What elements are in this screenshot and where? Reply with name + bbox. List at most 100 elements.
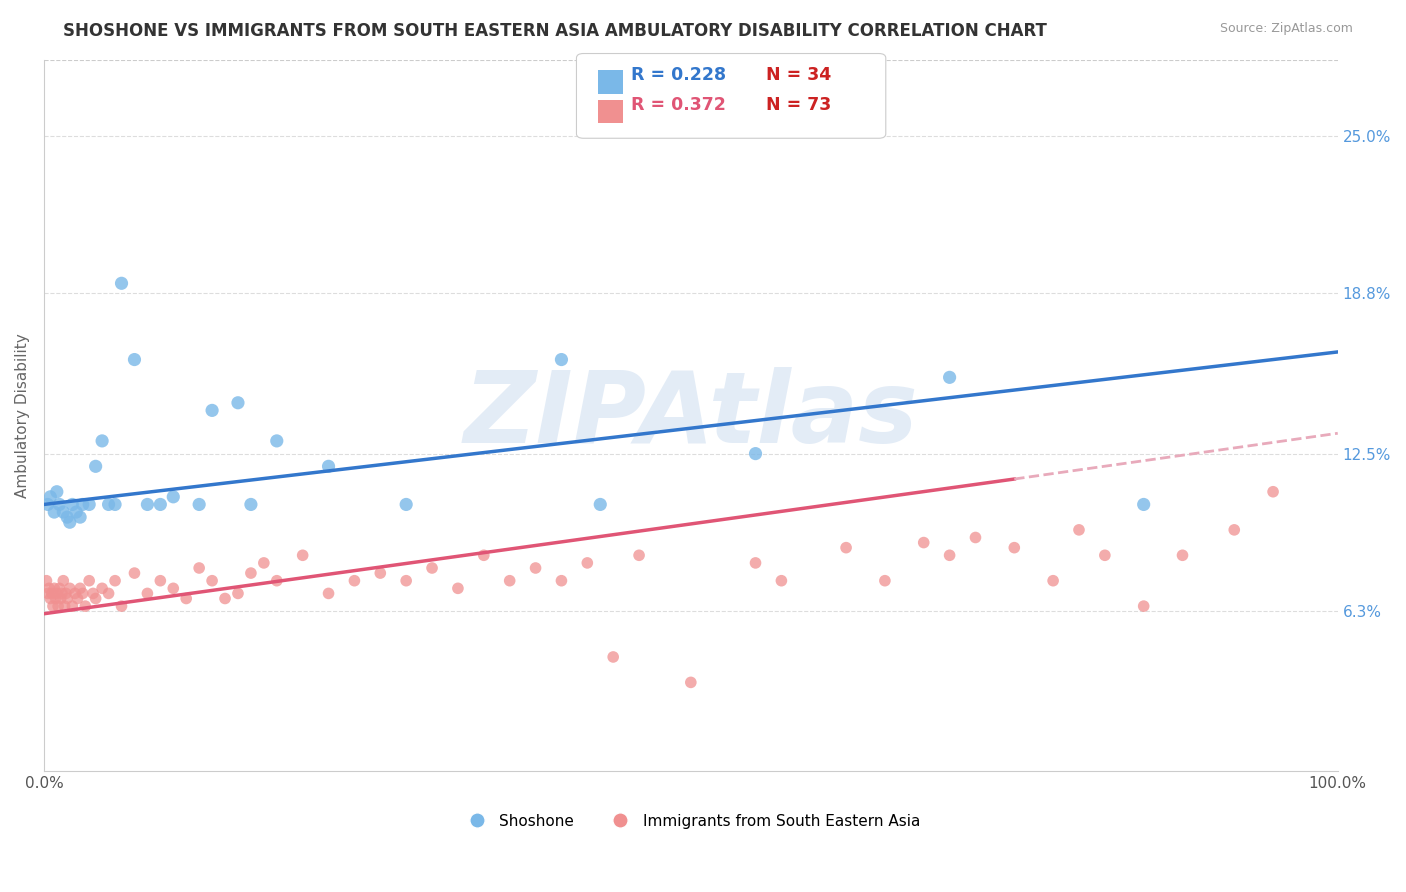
Text: SHOSHONE VS IMMIGRANTS FROM SOUTH EASTERN ASIA AMBULATORY DISABILITY CORRELATION: SHOSHONE VS IMMIGRANTS FROM SOUTH EASTER… bbox=[63, 22, 1047, 40]
Point bbox=[124, 566, 146, 580]
Point bbox=[44, 591, 66, 606]
Point bbox=[55, 586, 77, 600]
Point bbox=[420, 561, 443, 575]
Point bbox=[84, 591, 107, 606]
Point bbox=[49, 591, 72, 606]
Point bbox=[91, 434, 114, 448]
Point bbox=[136, 498, 159, 512]
Point bbox=[291, 549, 314, 563]
Point bbox=[602, 650, 624, 665]
Point bbox=[69, 510, 91, 524]
Point bbox=[77, 498, 100, 512]
Point bbox=[226, 586, 249, 600]
Point bbox=[395, 498, 418, 512]
Y-axis label: Ambulatory Disability: Ambulatory Disability bbox=[15, 333, 30, 498]
Point bbox=[201, 403, 224, 417]
Point bbox=[84, 459, 107, 474]
Point bbox=[1132, 599, 1154, 614]
Point bbox=[52, 505, 75, 519]
Point bbox=[52, 574, 75, 588]
Point bbox=[524, 561, 547, 575]
Point bbox=[965, 531, 987, 545]
Point bbox=[576, 556, 599, 570]
Point bbox=[51, 586, 73, 600]
Point bbox=[82, 586, 104, 600]
Point bbox=[149, 498, 172, 512]
Point bbox=[1261, 484, 1284, 499]
Point bbox=[60, 599, 83, 614]
Point bbox=[37, 586, 59, 600]
Point bbox=[1002, 541, 1025, 555]
Point bbox=[628, 549, 651, 563]
Text: ZIPAtlas: ZIPAtlas bbox=[464, 367, 918, 464]
Point bbox=[1132, 498, 1154, 512]
Point bbox=[550, 574, 572, 588]
Legend: Shoshone, Immigrants from South Eastern Asia: Shoshone, Immigrants from South Eastern … bbox=[456, 807, 927, 835]
Point bbox=[110, 277, 132, 291]
Text: Source: ZipAtlas.com: Source: ZipAtlas.com bbox=[1219, 22, 1353, 36]
Point bbox=[343, 574, 366, 588]
Point bbox=[56, 510, 79, 524]
Point bbox=[65, 505, 87, 519]
Point bbox=[56, 591, 79, 606]
Point bbox=[550, 352, 572, 367]
Point bbox=[48, 582, 70, 596]
Point bbox=[72, 498, 94, 512]
Point bbox=[39, 591, 62, 606]
Point bbox=[318, 586, 340, 600]
Point bbox=[42, 599, 65, 614]
Point bbox=[1042, 574, 1064, 588]
Point bbox=[253, 556, 276, 570]
Point bbox=[318, 459, 340, 474]
Point bbox=[744, 447, 766, 461]
Point bbox=[104, 574, 127, 588]
Point bbox=[589, 498, 612, 512]
Point bbox=[1171, 549, 1194, 563]
Point bbox=[1067, 523, 1090, 537]
Point bbox=[35, 574, 58, 588]
Point bbox=[44, 582, 66, 596]
Point bbox=[188, 561, 211, 575]
Point bbox=[162, 582, 184, 596]
Text: R = 0.228: R = 0.228 bbox=[631, 66, 727, 84]
Point bbox=[59, 582, 82, 596]
Point bbox=[37, 498, 59, 512]
Point bbox=[124, 352, 146, 367]
Point bbox=[395, 574, 418, 588]
Point bbox=[368, 566, 391, 580]
Point bbox=[938, 370, 960, 384]
Point bbox=[75, 599, 97, 614]
Point bbox=[44, 505, 66, 519]
Point bbox=[912, 535, 935, 549]
Point bbox=[239, 566, 262, 580]
Text: N = 34: N = 34 bbox=[766, 66, 831, 84]
Text: N = 73: N = 73 bbox=[766, 95, 831, 113]
Point bbox=[239, 498, 262, 512]
Point bbox=[1094, 549, 1116, 563]
Point bbox=[201, 574, 224, 588]
Point bbox=[39, 490, 62, 504]
Point bbox=[499, 574, 522, 588]
Point bbox=[835, 541, 858, 555]
Point bbox=[447, 582, 470, 596]
Point bbox=[48, 498, 70, 512]
Point bbox=[45, 586, 67, 600]
Point bbox=[63, 586, 86, 600]
Point bbox=[266, 574, 288, 588]
Point bbox=[214, 591, 236, 606]
Point bbox=[110, 599, 132, 614]
Point bbox=[873, 574, 896, 588]
Point bbox=[60, 498, 83, 512]
Point bbox=[136, 586, 159, 600]
Point bbox=[472, 549, 495, 563]
Point bbox=[938, 549, 960, 563]
Point bbox=[77, 574, 100, 588]
Point bbox=[97, 586, 120, 600]
Point bbox=[149, 574, 172, 588]
Point bbox=[69, 582, 91, 596]
Point bbox=[46, 599, 69, 614]
Point bbox=[53, 599, 76, 614]
Point bbox=[744, 556, 766, 570]
Point bbox=[1223, 523, 1246, 537]
Point bbox=[66, 591, 89, 606]
